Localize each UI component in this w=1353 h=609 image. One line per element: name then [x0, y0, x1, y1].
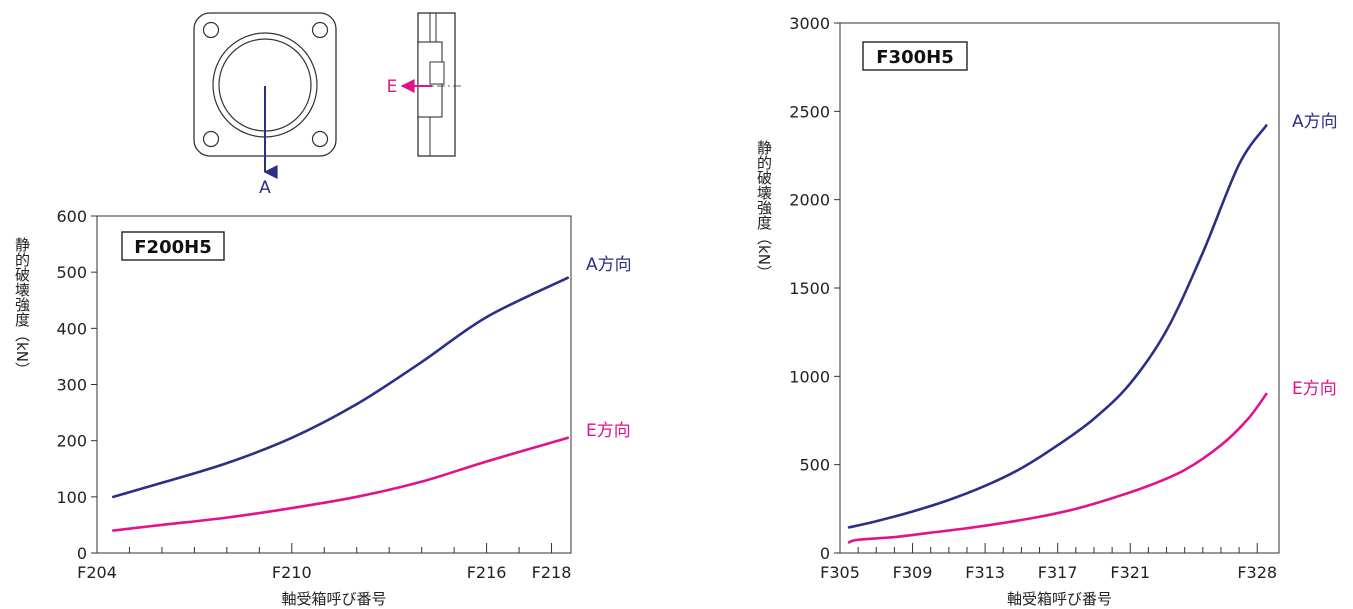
x-tick-label: F305 — [820, 563, 860, 582]
x-tick-label: F218 — [532, 563, 572, 582]
housing-front-view: A — [193, 12, 337, 198]
y-tick-label: 100 — [56, 488, 87, 507]
plot-frame — [96, 215, 572, 554]
series-e-line — [847, 392, 1268, 544]
chart-f200h5: 0 100 200 300 400 500 600 F204 F210 F216 F218 軸受箱呼び… — [13, 207, 632, 608]
x-tick-label: F317 — [1038, 563, 1078, 582]
y-tick-label: 500 — [56, 263, 87, 282]
bolt-hole-top-right — [311, 21, 329, 39]
y-tick-label: 3000 — [789, 14, 830, 33]
x-axis-label: 軸受箱呼び番号 — [281, 590, 386, 608]
y-tick-label: 0 — [77, 544, 87, 563]
series-e-label: E方向 — [1292, 379, 1337, 399]
x-tick-label: F321 — [1110, 563, 1150, 582]
bolt-hole-top-left — [202, 21, 220, 39]
bolt-hole-bottom-left — [202, 130, 220, 148]
series-a-label: A方向 — [1292, 112, 1338, 132]
plot-frame — [839, 22, 1280, 554]
y-tick-label: 400 — [56, 319, 87, 338]
x-tick-label: F204 — [77, 563, 117, 582]
y-axis-label: 静的破壊強度（kN） — [13, 237, 31, 377]
y-tick-label: 300 — [56, 376, 87, 395]
y-axis-label: 静的破壊強度（kN） — [755, 140, 773, 280]
y-tick-label: 1000 — [789, 367, 830, 386]
y-tick-label: 200 — [56, 432, 87, 451]
x-tick-label: F216 — [467, 563, 507, 582]
chart-title: F200H5 — [134, 237, 211, 258]
y-tick-label: 2500 — [789, 102, 830, 121]
series-a-line — [847, 124, 1268, 529]
x-tick-label: F309 — [893, 563, 933, 582]
series-a-line — [111, 276, 570, 499]
x-axis-label: 軸受箱呼び番号 — [1007, 590, 1112, 608]
y-tick-label: 500 — [799, 456, 830, 475]
x-tick-label: F328 — [1237, 563, 1277, 582]
x-tick-label: F313 — [965, 563, 1005, 582]
y-tick-label: 1500 — [789, 279, 830, 298]
chart-f300h5: 0 500 1000 1500 2000 2500 3000 F305 F309 F313 F317… — [755, 14, 1338, 608]
housing-side-view: E — [387, 12, 462, 157]
side-bearing-step — [429, 61, 445, 85]
x-tick-label: F210 — [272, 563, 312, 582]
chart-title: F300H5 — [876, 47, 953, 68]
chart-title-box — [121, 231, 225, 261]
y-tick-label: 2000 — [789, 191, 830, 210]
series-a-label: A方向 — [586, 255, 632, 275]
series-e-line — [111, 436, 570, 532]
direction-e-label: E — [387, 77, 398, 97]
chart-title-box — [862, 41, 968, 71]
y-tick-label: 0 — [820, 544, 830, 563]
y-tick-label: 600 — [56, 207, 87, 226]
series-e-label: E方向 — [586, 421, 631, 441]
bolt-hole-bottom-right — [311, 130, 329, 148]
direction-a-label: A — [259, 178, 271, 198]
